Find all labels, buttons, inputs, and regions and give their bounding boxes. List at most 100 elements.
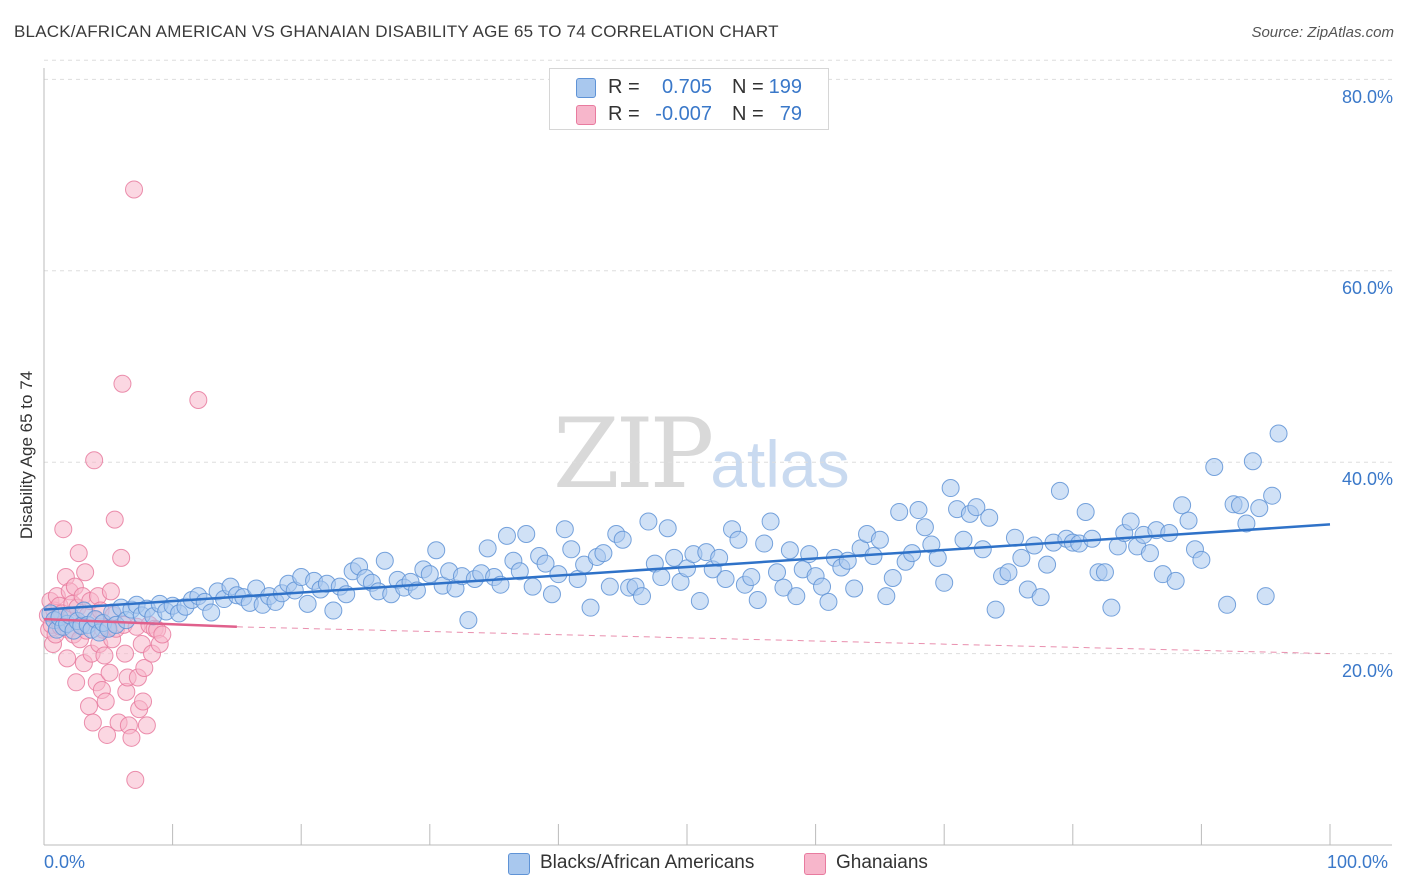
data-point-black <box>658 519 677 538</box>
data-point-black <box>1205 457 1224 476</box>
data-point-ghanaian <box>100 663 119 682</box>
data-point-black <box>774 578 793 597</box>
source-credit[interactable]: Source: ZipAtlas.com <box>1251 24 1394 41</box>
data-point-black <box>954 530 973 549</box>
legend-row-black: R = 0.705 N = 199 <box>550 73 828 101</box>
data-point-black <box>1269 424 1288 443</box>
data-point-black <box>202 603 221 622</box>
legend-r-value: -0.007 <box>655 103 712 125</box>
data-point-black <box>986 600 1005 619</box>
data-point-black <box>665 548 684 567</box>
data-point-ghanaian <box>76 563 95 582</box>
legend-r-label: R = <box>608 76 640 98</box>
data-point-black <box>780 541 799 560</box>
axis-layer <box>43 68 1392 846</box>
data-point-black <box>536 554 555 573</box>
data-point-ghanaian <box>153 625 172 644</box>
data-point-black <box>915 518 934 537</box>
legend-row-ghanaian: R = -0.007 N = 79 <box>550 100 828 128</box>
data-point-black <box>870 530 889 549</box>
data-point-black <box>1121 512 1140 531</box>
legend-r-value: 0.705 <box>661 76 712 98</box>
data-point-black <box>1102 598 1121 617</box>
data-point-black <box>1218 595 1237 614</box>
data-point-black <box>1012 548 1031 567</box>
data-point-black <box>813 577 832 596</box>
data-point-black <box>909 501 928 520</box>
x-tick-label-0: 0.0% <box>44 852 86 872</box>
legend-n-label: N = <box>732 76 764 98</box>
data-point-ghanaian <box>126 770 145 789</box>
data-point-ghanaian <box>83 713 102 732</box>
data-point-black <box>562 540 581 559</box>
data-point-ghanaian <box>69 544 88 563</box>
y-tick-label-60: 60.0% <box>1341 278 1393 298</box>
y-axis-title: Disability Age 65 to 74 <box>17 370 36 540</box>
data-point-black <box>1166 571 1185 590</box>
data-point-black <box>1179 511 1198 530</box>
data-point-ghanaian <box>105 510 124 529</box>
data-point-ghanaian <box>98 725 117 744</box>
data-point-black <box>1256 587 1275 606</box>
data-point-black <box>639 512 658 531</box>
data-point-black <box>761 512 780 531</box>
data-point-black <box>555 520 574 539</box>
data-point-black <box>517 524 536 543</box>
data-point-black <box>427 541 446 560</box>
data-point-black <box>632 587 651 606</box>
data-point-ghanaian <box>135 658 154 677</box>
data-point-black <box>1173 496 1192 515</box>
legend-r-label: R = <box>608 103 640 125</box>
data-point-black <box>1095 563 1114 582</box>
data-point-black <box>613 530 632 549</box>
data-point-black <box>459 611 478 630</box>
data-point-black <box>690 591 709 610</box>
data-point-black <box>581 598 600 617</box>
data-point-ghanaian <box>80 697 99 716</box>
data-point-black <box>420 565 439 584</box>
data-point-black <box>980 508 999 527</box>
data-point-ghanaian <box>95 646 114 665</box>
data-point-ghanaian <box>112 548 131 567</box>
watermark-zip: ZIP <box>553 398 714 510</box>
data-point-black <box>497 526 516 545</box>
data-point-black <box>1237 514 1256 533</box>
data-point-black <box>510 562 529 581</box>
data-point-ghanaian <box>137 716 156 735</box>
data-point-black <box>999 563 1018 582</box>
data-point-black <box>324 601 343 620</box>
trend-line-ghanaian <box>43 617 237 629</box>
data-point-black <box>1076 502 1095 521</box>
data-point-ghanaian <box>85 451 104 470</box>
legend-n-value: 199 <box>768 76 802 98</box>
data-point-black <box>1160 524 1179 543</box>
data-point-black <box>1250 499 1269 518</box>
legend-swatch-blue <box>508 853 530 875</box>
trend-lines <box>43 523 1331 655</box>
legend-swatch-pink <box>804 853 826 875</box>
data-point-ghanaian <box>116 644 135 663</box>
data-point-ghanaian <box>67 673 86 692</box>
data-point-ghanaian <box>58 649 77 668</box>
data-point-black <box>890 502 909 521</box>
legend-n-label: N = <box>732 103 764 125</box>
legend-label-ghanaian: Ghanaians <box>836 852 928 873</box>
data-point-ghanaian <box>122 728 141 747</box>
data-point-black <box>1140 544 1159 563</box>
data-point-black <box>729 530 748 549</box>
data-point-black <box>935 573 954 592</box>
data-point-black <box>845 579 864 598</box>
data-point-black <box>748 591 767 610</box>
trend-line-black <box>43 523 1331 611</box>
data-point-black <box>877 587 896 606</box>
data-point-black <box>1192 550 1211 569</box>
data-point-black <box>819 592 838 611</box>
trend-line-ghanaian-extension <box>236 626 1331 655</box>
legend-n-value: 79 <box>779 103 802 125</box>
data-point-black <box>1230 496 1249 515</box>
data-point-black <box>742 568 761 587</box>
data-point-black <box>716 569 735 588</box>
data-point-ghanaian <box>96 692 115 711</box>
data-point-black <box>883 568 902 587</box>
